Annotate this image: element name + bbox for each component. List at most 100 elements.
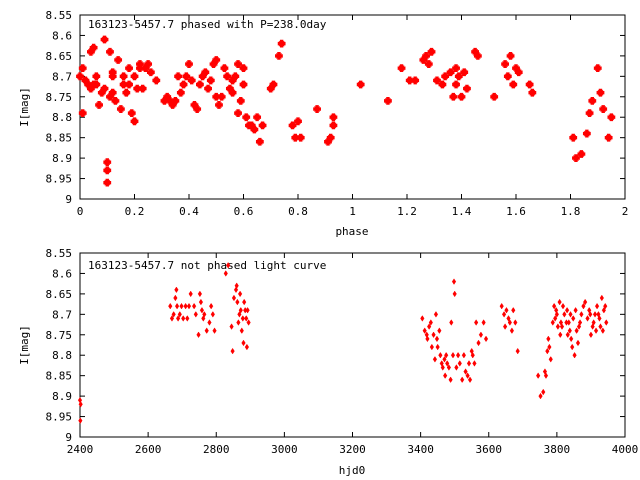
data-point (422, 327, 428, 334)
data-point (442, 372, 448, 379)
y-axis-label: I[mag] (18, 87, 31, 127)
data-point (397, 64, 406, 73)
x-tick-label: 2 (622, 205, 629, 218)
data-point (176, 88, 185, 97)
data-point (230, 347, 235, 355)
data-point (214, 100, 223, 109)
data-point (454, 364, 459, 371)
data-point (167, 302, 173, 310)
data-point (204, 327, 210, 334)
data-point (152, 76, 161, 85)
data-point (231, 72, 240, 81)
data-point (193, 105, 202, 114)
data-point (420, 315, 425, 322)
data-point (460, 68, 469, 77)
data-point (546, 335, 551, 343)
data-point (569, 343, 575, 351)
data-point (183, 302, 188, 310)
data-point (138, 84, 147, 93)
data-point (294, 117, 302, 126)
data-point (593, 327, 599, 334)
x-tick-label: 1.2 (397, 205, 417, 218)
data-point (510, 306, 516, 314)
data-point (457, 360, 463, 367)
data-point (246, 319, 251, 326)
data-point (274, 51, 283, 60)
data-point (569, 133, 578, 142)
data-point (130, 117, 139, 126)
data-point (234, 109, 243, 118)
data-point (450, 351, 456, 359)
data-point (277, 39, 286, 48)
data-point (78, 64, 87, 73)
data-point (100, 35, 109, 44)
data-point (462, 84, 471, 93)
data-point (465, 372, 470, 379)
data-point (119, 72, 128, 81)
data-point (509, 327, 515, 334)
data-point (449, 92, 458, 101)
data-point (457, 92, 466, 101)
data-point (180, 315, 186, 322)
data-point (144, 60, 153, 69)
data-point (467, 376, 473, 384)
data-point (513, 319, 518, 326)
x-tick-label: 0 (77, 205, 84, 218)
y-tick-label: 8.6 (52, 29, 72, 42)
data-point (509, 80, 518, 89)
data-point (228, 88, 237, 97)
data-point (567, 327, 573, 334)
data-point (515, 347, 521, 355)
data-point (201, 68, 210, 77)
data-point (481, 319, 486, 326)
data-point (105, 47, 114, 56)
data-point (179, 302, 184, 310)
data-point (535, 372, 541, 379)
data-point (237, 290, 243, 298)
data-point (548, 356, 554, 363)
data-point (466, 360, 472, 367)
data-point (191, 302, 197, 310)
y-tick-label: 8.6 (52, 267, 72, 280)
data-point (499, 302, 504, 310)
plot-area-frame (79, 252, 626, 438)
y-tick-label: 8.95 (46, 411, 73, 424)
data-point (212, 327, 217, 334)
data-point (122, 88, 131, 97)
data-point (603, 319, 609, 326)
data-point (560, 302, 566, 310)
chart-title: 163123-5457.7 not phased light curve (88, 259, 326, 272)
x-axis-label: phase (335, 225, 368, 238)
data-point (184, 315, 190, 322)
data-point (557, 331, 563, 339)
data-point (448, 319, 454, 326)
data-point (599, 105, 608, 114)
data-point (429, 343, 435, 351)
data-point (573, 306, 578, 314)
data-point (506, 51, 515, 60)
y-tick-label: 8.85 (46, 132, 73, 145)
data-point (592, 311, 598, 318)
data-point (356, 80, 365, 89)
data-point (174, 302, 180, 310)
data-point (594, 302, 600, 310)
x-tick-label: 3800 (544, 443, 571, 456)
data-point (575, 339, 581, 347)
data-point (528, 88, 537, 97)
data-point (579, 311, 584, 318)
data-point (433, 311, 439, 318)
data-point (236, 319, 241, 326)
data-point (179, 80, 188, 89)
data-point (208, 302, 214, 310)
data-point (174, 286, 179, 294)
data-point (568, 311, 573, 318)
data-point (472, 360, 477, 367)
data-point (255, 137, 264, 146)
data-point (195, 80, 204, 89)
data-point (473, 319, 479, 326)
data-point (250, 125, 259, 134)
data-point (235, 298, 240, 306)
data-point (186, 302, 192, 310)
x-tick-label: 0.2 (125, 205, 145, 218)
